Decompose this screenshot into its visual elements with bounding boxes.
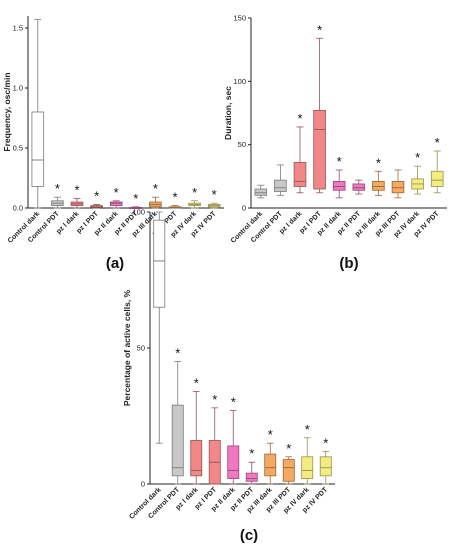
box-10 — [207, 202, 221, 209]
panel-label: (b) — [339, 255, 358, 272]
box-1 — [254, 184, 268, 199]
box-5 — [227, 410, 240, 485]
box-iqr — [264, 453, 277, 477]
box-8 — [391, 169, 405, 199]
y-tick-label: 1.0 — [13, 84, 23, 93]
box-9 — [301, 437, 314, 485]
box-2 — [51, 196, 64, 209]
box-iqr — [282, 459, 295, 482]
box-iqr — [313, 110, 326, 190]
significance-star: * — [376, 155, 381, 170]
significance-star: * — [55, 181, 60, 196]
significance-star: * — [297, 111, 302, 126]
box-3 — [190, 391, 203, 485]
y-tick-label: 0.0 — [13, 204, 23, 213]
box-iqr — [254, 188, 268, 196]
significance-star: * — [415, 150, 420, 165]
box-iqr — [171, 404, 184, 477]
y-tick-label: 50 — [238, 140, 246, 149]
box-4 — [90, 203, 103, 209]
box-iqr — [293, 161, 307, 187]
significance-star: * — [192, 185, 197, 200]
box-iqr — [190, 440, 203, 477]
box-8 — [282, 456, 295, 485]
significance-star: * — [317, 22, 322, 37]
significance-star: * — [268, 427, 273, 442]
y-tick-label: 0.5 — [13, 144, 23, 153]
box-9 — [411, 165, 424, 195]
chart-panel-3: 0 50 100 Percentage of active cells, % Contr… — [122, 208, 335, 544]
significance-star: * — [249, 446, 254, 461]
box-iqr — [301, 456, 314, 479]
box-4 — [313, 37, 326, 194]
box-iqr — [109, 201, 123, 206]
box-9 — [188, 200, 201, 209]
box-10 — [319, 450, 332, 485]
box-7 — [264, 442, 277, 485]
y-tick-label: 100 — [132, 208, 145, 217]
box-iqr — [372, 180, 385, 191]
box-8 — [168, 205, 182, 209]
box-iqr — [31, 111, 45, 187]
significance-star: * — [172, 190, 177, 205]
box-iqr — [153, 219, 166, 308]
y-axis-label: Percentage of active cells, % — [122, 289, 132, 406]
box-3 — [293, 126, 307, 194]
significance-star: * — [212, 187, 217, 202]
box-iqr — [319, 456, 332, 477]
box-5 — [332, 169, 346, 199]
box-iqr — [274, 179, 287, 192]
box-iqr — [352, 183, 366, 191]
box-7 — [149, 196, 162, 209]
box-1 — [31, 19, 45, 209]
significance-star: * — [212, 392, 217, 407]
box-4 — [208, 407, 221, 485]
significance-star: * — [231, 395, 236, 410]
box-1 — [153, 211, 166, 444]
box-7 — [372, 170, 385, 196]
panel-label: (c) — [240, 527, 258, 544]
significance-star: * — [194, 376, 199, 391]
box-3 — [70, 197, 84, 209]
y-axis-label: Duration, sec — [223, 86, 233, 140]
y-tick-label: 50 — [137, 344, 145, 353]
significance-star: * — [323, 435, 328, 450]
significance-star: * — [305, 422, 310, 437]
significance-star: * — [286, 441, 291, 456]
significance-star: * — [337, 154, 342, 169]
panel-label: (a) — [106, 255, 124, 272]
significance-star: * — [133, 191, 138, 206]
box-iqr — [430, 170, 444, 187]
x-category-label: Control dark — [128, 486, 162, 520]
box-6 — [129, 206, 143, 209]
box-10 — [430, 150, 444, 194]
significance-star: * — [153, 181, 158, 196]
box-iqr — [227, 445, 240, 479]
significance-star: * — [175, 346, 180, 361]
y-tick-label: 0 — [141, 480, 145, 489]
box-5 — [109, 200, 123, 209]
y-axis-label: Frequency, osc/min — [2, 72, 12, 151]
significance-star: * — [114, 185, 119, 200]
box-iqr — [332, 180, 346, 191]
box-2 — [171, 361, 184, 485]
y-tick-label: 100 — [233, 77, 246, 86]
significance-star: * — [435, 135, 440, 150]
box-2 — [274, 164, 287, 196]
significance-star: * — [94, 188, 99, 203]
y-tick-label: 150 — [233, 14, 246, 23]
significance-star: * — [74, 182, 79, 197]
y-tick-label: 0 — [242, 204, 246, 213]
box-6 — [245, 461, 258, 485]
box-6 — [352, 179, 366, 195]
y-tick-label: 1.5 — [13, 24, 23, 33]
box-iqr — [391, 180, 405, 194]
box-iqr — [245, 472, 258, 482]
